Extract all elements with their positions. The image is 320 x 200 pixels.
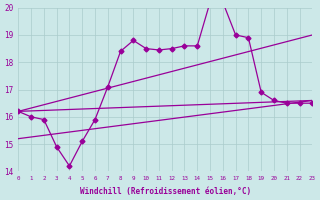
X-axis label: Windchill (Refroidissement éolien,°C): Windchill (Refroidissement éolien,°C) <box>80 187 251 196</box>
